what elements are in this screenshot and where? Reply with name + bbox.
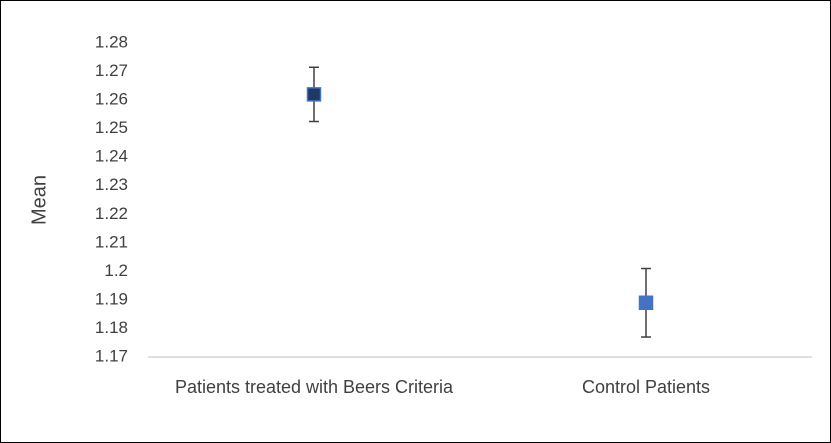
y-axis-label: Mean: [28, 175, 50, 225]
y-tick-label: 1.27: [95, 61, 128, 80]
y-tick-label: 1.21: [95, 232, 128, 251]
y-tick-label: 1.19: [95, 289, 128, 308]
y-tick-label: 1.23: [95, 175, 128, 194]
y-tick-label: 1.2: [104, 261, 128, 280]
y-tick-label: 1.26: [95, 90, 128, 109]
point-marker: [638, 295, 654, 311]
y-tick-label: 1.24: [95, 147, 128, 166]
x-tick-label: Control Patients: [581, 377, 711, 397]
x-tick-label: Patients treated with Beers Criteria: [174, 377, 454, 397]
y-tick-label: 1.28: [95, 32, 128, 51]
y-tick-label: 1.25: [95, 118, 128, 137]
point-marker: [306, 87, 322, 102]
y-tick-label: 1.17: [95, 346, 128, 365]
y-tick-label: 1.18: [95, 318, 128, 337]
y-tick-label: 1.22: [95, 204, 128, 223]
